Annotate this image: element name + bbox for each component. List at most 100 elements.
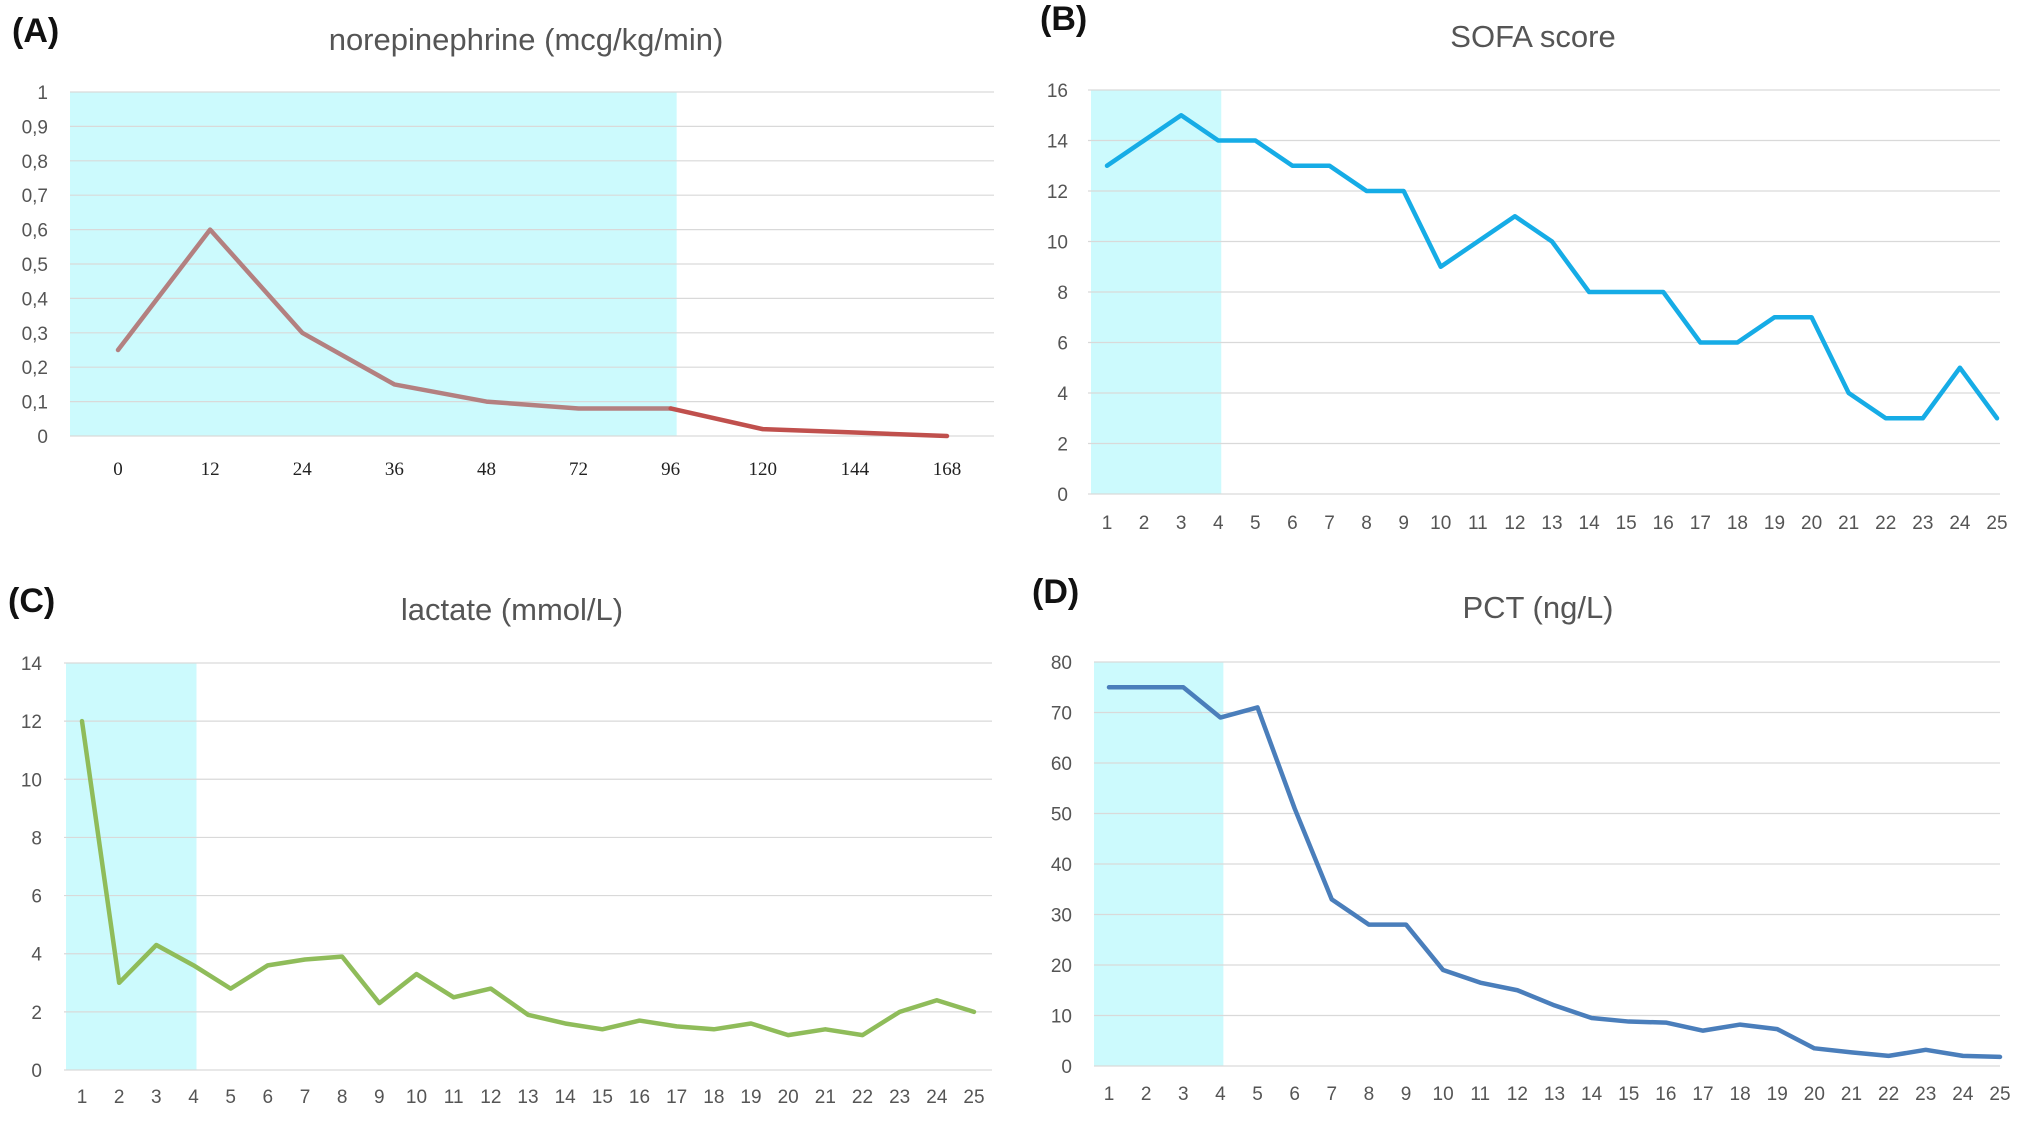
panel-label: (B) [1040, 0, 1087, 38]
data-point [1144, 685, 1148, 689]
data-point [1330, 897, 1334, 901]
x-tick-label: 19 [740, 1087, 761, 1108]
data-point [1513, 214, 1517, 218]
x-tick-label: 11 [1468, 513, 1488, 534]
x-tick-label: 2 [1141, 1084, 1152, 1105]
x-tick-label: 8 [1364, 1084, 1375, 1105]
y-tick-label: 80 [1051, 653, 1072, 674]
y-tick-label: 0,4 [22, 289, 49, 310]
x-tick-label: 23 [889, 1087, 910, 1108]
x-tick-label: 14 [1579, 513, 1601, 534]
data-point [1924, 1048, 1928, 1052]
data-point [1958, 366, 1962, 370]
y-tick-label: 0,8 [22, 152, 48, 173]
x-tick-label: 11 [444, 1087, 464, 1108]
x-tick-label: 21 [1838, 513, 1859, 534]
x-tick-label: 12 [1504, 513, 1525, 534]
data-point [675, 1024, 679, 1028]
x-tick-label: 7 [1326, 1084, 1337, 1105]
x-tick-label: 2 [114, 1087, 125, 1108]
x-tick-label: 16 [1653, 513, 1674, 534]
y-tick-label: 50 [1051, 805, 1072, 826]
data-point [526, 1013, 530, 1017]
x-tick-label: 22 [852, 1087, 873, 1108]
series-line [1106, 685, 2003, 1060]
chart-title: lactate (mmol/L) [401, 592, 623, 627]
data-point [154, 943, 158, 947]
data-point [300, 331, 304, 335]
x-tick-label: 25 [963, 1087, 984, 1108]
x-tick-label: 15 [1618, 1084, 1639, 1105]
x-tick-label: 24 [1949, 513, 1971, 534]
data-point [669, 406, 673, 410]
data-point [1887, 1054, 1891, 1058]
x-tick-label: 21 [1841, 1084, 1862, 1105]
x-tick-label: 12 [1507, 1084, 1528, 1105]
x-tick-label: 15 [592, 1087, 613, 1108]
data-point [1884, 416, 1888, 420]
x-tick-label: 22 [1875, 513, 1896, 534]
series-line [79, 718, 977, 1038]
data-point [340, 955, 344, 959]
data-point [208, 228, 212, 232]
data-point [1290, 164, 1294, 168]
data-point [1698, 341, 1702, 345]
data-point [415, 972, 419, 976]
x-tick-label: 7 [1324, 513, 1335, 534]
x-tick-label: 5 [1250, 513, 1261, 534]
data-point [1515, 988, 1519, 992]
data-point [1738, 1023, 1742, 1027]
data-point [1624, 290, 1628, 294]
shaded-region [66, 663, 197, 1070]
x-tick-label: 21 [815, 1087, 836, 1108]
x-tick-label: 6 [1289, 1084, 1300, 1105]
data-point [898, 1010, 902, 1014]
y-tick-label: 6 [1057, 334, 1068, 355]
data-point [1847, 391, 1851, 395]
data-point [1216, 139, 1220, 143]
data-point [1476, 240, 1480, 244]
chart-title: SOFA score [1450, 19, 1615, 54]
x-tick-label: 3 [1176, 513, 1187, 534]
data-point [392, 382, 396, 386]
x-tick-label: 36 [385, 459, 404, 480]
y-tick-label: 0 [37, 427, 48, 448]
data-point [1553, 1003, 1557, 1007]
data-point [861, 1033, 865, 1037]
x-tick-label: 10 [406, 1087, 427, 1108]
x-tick-label: 120 [749, 459, 778, 480]
data-point [1550, 240, 1554, 244]
x-tick-label: 2 [1139, 513, 1150, 534]
y-tick-label: 12 [1047, 182, 1068, 203]
x-tick-label: 5 [1252, 1084, 1263, 1105]
x-tick-label: 12 [480, 1087, 501, 1108]
data-point [1256, 705, 1260, 709]
data-point [1253, 139, 1257, 143]
data-point [377, 1001, 381, 1005]
data-point [600, 1027, 604, 1031]
x-tick-label: 25 [1989, 1084, 2010, 1105]
data-point [229, 987, 233, 991]
y-tick-label: 2 [31, 1003, 42, 1024]
x-tick-label: 168 [933, 459, 962, 480]
x-tick-label: 96 [661, 459, 680, 480]
data-point [1701, 1029, 1705, 1033]
series-line [1104, 113, 2000, 421]
data-point [489, 987, 493, 991]
x-tick-label: 144 [841, 459, 870, 480]
x-tick-label: 24 [1952, 1084, 1974, 1105]
y-tick-label: 0,7 [22, 186, 48, 207]
data-point [823, 1027, 827, 1031]
panel-label: (D) [1032, 573, 1079, 611]
x-tick-label: 23 [1912, 513, 1933, 534]
y-tick-label: 10 [1051, 1007, 1072, 1028]
y-tick-label: 14 [21, 654, 43, 675]
chart-title: PCT (ng/L) [1462, 590, 1613, 625]
y-tick-label: 0,3 [22, 324, 48, 345]
x-tick-label: 23 [1915, 1084, 1936, 1105]
y-tick-label: 6 [31, 887, 42, 908]
